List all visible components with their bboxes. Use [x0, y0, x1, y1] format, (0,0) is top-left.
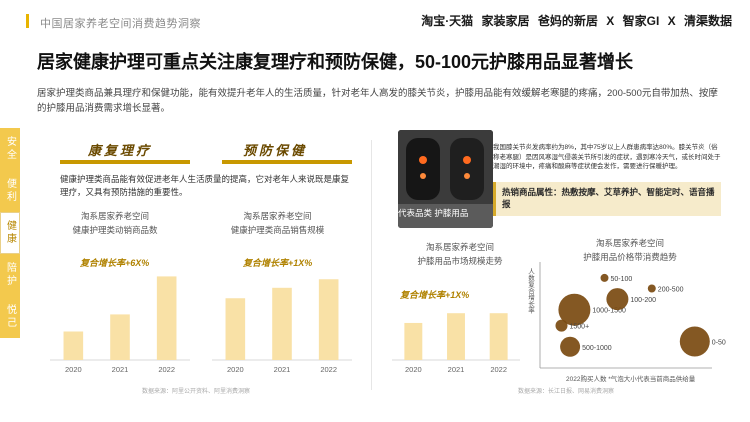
- category-nav: 安全 便利 健康 陪护 悦己: [0, 128, 20, 338]
- header-accent-bar: [26, 14, 29, 28]
- bubble-point-500-1000: [560, 336, 581, 357]
- page-title: 居家健康护理可重点关注康复理疗和预防保健，50-100元护膝用品显著增长: [37, 52, 634, 72]
- section-prevent-bar: [222, 160, 352, 164]
- brand-logos: 淘宝·天猫 家装家居 爸妈的新居 X 智家GI X 清渠数据: [416, 12, 732, 29]
- page-description: 居家护理类商品兼具理疗和保健功能，能有效提升老年人的生活质量，针对老年人高发的膝…: [37, 88, 718, 114]
- chart3-title: 淘系居家养老空间 护膝用品市场规模走势: [417, 242, 503, 266]
- bubble-label-1000-1500: 1000-1500: [592, 308, 626, 315]
- chart3-tick-2021: 2021: [448, 365, 465, 374]
- nav-item-safety[interactable]: 安全: [0, 128, 20, 170]
- chart2-bar-2022: [318, 279, 339, 360]
- knee-brace-icon: [398, 130, 493, 228]
- section-rehab-bar: [60, 160, 190, 164]
- brand-x-1: X: [606, 14, 615, 28]
- brand-jiazhuang: 家装家居: [481, 14, 530, 28]
- bubble-y-label: 人数复合增长率: [527, 268, 535, 315]
- photo-tag: 代表品类 护膝用品: [398, 208, 469, 218]
- chart3-tick-2022: 2022: [490, 365, 507, 374]
- chart1-growth: 复合增长率+6X%: [80, 258, 150, 268]
- section-divider: [371, 140, 372, 390]
- brand-x-2: X: [667, 14, 676, 28]
- bubble-point-1500+: [555, 319, 568, 332]
- chart2-growth: 复合增长率+1X%: [243, 258, 313, 268]
- source-left: 数据来源：阿里公开资料、阿里消费洞察: [142, 389, 251, 395]
- source-right: 数据来源：长江日报、网易消费洞察: [518, 389, 615, 395]
- chart2-title: 淘系居家养老空间 健康护理类商品销售规模: [230, 211, 325, 235]
- knee-brace-photo: [398, 130, 493, 228]
- chart3-bar-2021: [447, 313, 465, 360]
- section-rehab-label: 康复理疗: [88, 143, 153, 158]
- nav-item-health[interactable]: 健康: [0, 212, 20, 254]
- chart1-bar-2022: [156, 276, 177, 360]
- brand-zhijia: 智家GI: [622, 14, 660, 28]
- chart3-bar-2022: [489, 313, 508, 360]
- bubble-label-1500+: 1500+: [570, 324, 590, 331]
- chart1-tick-2022: 2022: [158, 365, 175, 374]
- chart2-tick-2022: 2022: [320, 365, 337, 374]
- brand-taobao: 淘宝·天猫: [421, 14, 474, 28]
- bubble-label-50-100: 50-100: [611, 276, 633, 283]
- bubble-point-50-100: [600, 273, 609, 282]
- chart4-title: 淘系居家养老空间 护膝用品价格带消费趋势: [583, 238, 677, 262]
- chart1-bar-2020: [63, 331, 84, 360]
- chart1-title: 淘系居家养老空间 健康护理类动销商品数: [72, 211, 158, 235]
- bubble-x-label: 2022购买人数 *气泡大小代表当前商品供给量: [566, 374, 696, 383]
- chart2-bar-2021: [272, 287, 292, 360]
- info-text: 我国膝关节炎发病率约为8%，其中75岁以上人群患病率达80%。膝关节炎（俗称老寒…: [493, 144, 721, 170]
- chart1-bar-2021: [110, 314, 130, 360]
- nav-item-companion[interactable]: 陪护: [0, 254, 20, 296]
- bubble-point-100-200: [606, 288, 629, 311]
- hot-attributes-box: 热销商品属性：热敷按摩、艾草养护、智能定时、语音播报: [493, 182, 721, 216]
- section-prevent-label: 预防保健: [243, 143, 308, 158]
- bubble-label-0-50: 0-50: [712, 340, 726, 347]
- chart3-growth: 复合增长率+1X%: [400, 290, 470, 300]
- section-note: 健康护理类商品能有效促进老年人生活质量的提高，它对老年人来说既是康复理疗，又具有…: [60, 174, 350, 197]
- brand-qingqu: 清渠数据: [683, 14, 732, 28]
- chart2-bar-2020: [225, 298, 246, 360]
- nav-item-convenience[interactable]: 便利: [0, 170, 20, 212]
- chart2-tick-2021: 2021: [274, 365, 291, 374]
- chart1-tick-2021: 2021: [112, 365, 129, 374]
- bubble-point-0-50: [679, 326, 710, 357]
- brand-bama: 爸妈的新居: [537, 14, 598, 28]
- nav-item-self[interactable]: 悦己: [0, 296, 20, 338]
- bubble-point-200-500: [647, 284, 656, 293]
- bubble-label-100-200: 100-200: [630, 297, 656, 304]
- chart3-tick-2020: 2020: [405, 365, 422, 374]
- bubble-label-200-500: 200-500: [658, 287, 684, 294]
- report-title: 中国居家养老空间消费趋势洞察: [40, 18, 201, 30]
- chart3-bar-2020: [404, 322, 423, 360]
- bubble-label-500-1000: 500-1000: [582, 345, 612, 352]
- bubble-point-1000-1500: [558, 293, 591, 326]
- chart2-tick-2020: 2020: [227, 365, 244, 374]
- chart1-tick-2020: 2020: [65, 365, 82, 374]
